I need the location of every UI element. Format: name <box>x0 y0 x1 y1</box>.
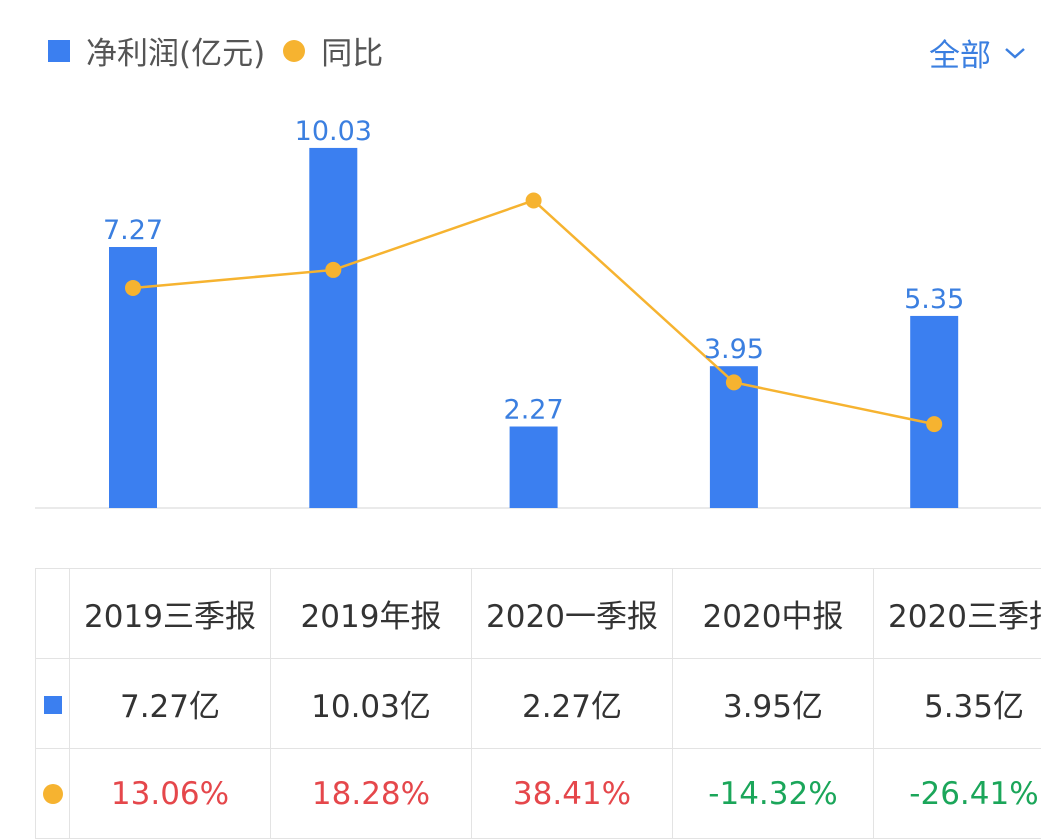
table-cell: 3.95亿 <box>673 659 874 749</box>
table-cell: 13.06% <box>70 749 271 839</box>
bar-data-label: 3.95 <box>704 334 764 365</box>
bar-data-label: 2.27 <box>504 395 564 426</box>
bar-data-label: 10.03 <box>295 116 372 147</box>
bar-data-label: 7.27 <box>103 215 163 246</box>
yoy-line <box>133 200 934 424</box>
table-cell: 2.27亿 <box>472 659 673 749</box>
table-header-row: 2019三季报2019年报2020一季报2020中报2020三季报 <box>36 569 1041 659</box>
bar <box>910 316 958 508</box>
yoy-point <box>726 374 742 390</box>
table-row-yoy: 13.06%18.28%38.41%-14.32%-26.41% <box>36 749 1041 839</box>
yoy-point <box>125 280 141 296</box>
chart: 7.27 10.03 2.27 3.95 5.35 <box>0 0 1041 560</box>
table-cell: 2019三季报 <box>70 569 271 659</box>
yoy-point <box>325 262 341 278</box>
data-table: 2019三季报2019年报2020一季报2020中报2020三季报 7.27亿1… <box>35 568 1041 839</box>
table-cell: -14.32% <box>673 749 874 839</box>
table-cell: 2020三季报 <box>874 569 1041 659</box>
table-cell: 38.41% <box>472 749 673 839</box>
corner-cell <box>36 569 70 659</box>
yoy-key-cell <box>36 749 70 839</box>
bar <box>309 148 357 508</box>
table-cell: 2020中报 <box>673 569 874 659</box>
table-cell: 10.03亿 <box>271 659 472 749</box>
profit-key-cell <box>36 659 70 749</box>
table-cell: 18.28% <box>271 749 472 839</box>
bar <box>510 427 558 508</box>
line-series-marker <box>43 784 63 804</box>
table-cell: 2020一季报 <box>472 569 673 659</box>
table-cell: 5.35亿 <box>874 659 1041 749</box>
table-cell: 7.27亿 <box>70 659 271 749</box>
bar-series-marker <box>44 696 62 714</box>
table-cell: -26.41% <box>874 749 1041 839</box>
yoy-point <box>526 192 542 208</box>
bar-data-label: 5.35 <box>904 284 964 315</box>
yoy-point <box>926 416 942 432</box>
table-cell: 2019年报 <box>271 569 472 659</box>
